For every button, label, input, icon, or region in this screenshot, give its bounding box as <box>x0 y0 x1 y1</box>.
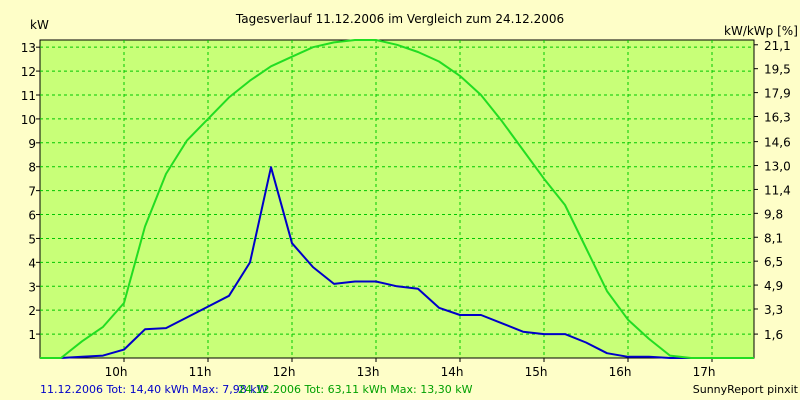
y-tick-label: 10 <box>21 113 36 127</box>
y-right-tick-label: 11,4 <box>764 183 791 197</box>
y-tick-label: 13 <box>21 41 36 55</box>
chart-title: Tagesverlauf 11.12.2006 im Vergleich zum… <box>235 12 564 26</box>
x-tick-label: 17h <box>693 365 716 379</box>
x-tick-label: 12h <box>273 365 296 379</box>
x-tick-label: 11h <box>189 365 212 379</box>
x-tick-label: 15h <box>525 365 548 379</box>
y-right-tick-label: 3,3 <box>764 303 783 317</box>
y-ticks-right: 1,6 3,3 4,9 6,5 8,1 9,8 11,4 13,0 14,6 16,3 17,9 19… <box>754 39 791 342</box>
series-line-2 <box>40 39 754 359</box>
y-axis-label-left: kW <box>30 18 49 32</box>
y-right-tick-label: 19,5 <box>764 63 791 77</box>
y-tick-label: 8 <box>28 161 36 175</box>
y-right-tick-label: 21,1 <box>764 39 791 53</box>
footer-series2-summary: 24.12.2006 Tot: 63,11 kWh Max: 13,30 kW <box>238 383 473 396</box>
y-right-tick-label: 1,6 <box>764 328 783 342</box>
series-lines <box>40 39 754 359</box>
y-tick-label: 4 <box>28 256 36 270</box>
y-tick-label: 12 <box>21 65 36 79</box>
y-right-tick-label: 8,1 <box>764 231 783 245</box>
y-right-tick-label: 9,8 <box>764 207 783 221</box>
x-tick-label: 14h <box>441 365 464 379</box>
footer-series1-summary: 11.12.2006 Tot: 14,40 kWh Max: 7,98 kW <box>40 383 268 396</box>
y-right-tick-label: 16,3 <box>764 111 791 125</box>
grid <box>40 40 754 358</box>
y-right-tick-label: 14,6 <box>764 136 791 150</box>
y-tick-label: 3 <box>28 280 36 294</box>
y-right-tick-label: 13,0 <box>764 160 791 174</box>
footer-credit: SunnyReport pinxit <box>693 383 799 396</box>
x-tick-label: 10h <box>105 365 128 379</box>
y-right-tick-label: 17,9 <box>764 87 791 101</box>
y-tick-label: 11 <box>21 89 36 103</box>
x-ticks: 10h 11h 12h 13h 14h 15h 16h 17h <box>105 358 716 379</box>
y-tick-label: 1 <box>28 328 36 342</box>
y-right-tick-label: 6,5 <box>764 255 783 269</box>
y-right-tick-label: 4,9 <box>764 279 783 293</box>
y-tick-label: 9 <box>28 137 36 151</box>
plot-area <box>39 39 755 359</box>
y-tick-label: 5 <box>28 232 36 246</box>
y-axis-label-right: kW/kWp [%] <box>724 24 798 38</box>
y-tick-label: 2 <box>28 304 36 318</box>
x-tick-label: 16h <box>609 365 632 379</box>
x-tick-label: 13h <box>357 365 380 379</box>
series-line-1 <box>40 166 733 359</box>
y-tick-label: 6 <box>28 209 36 223</box>
y-tick-label: 7 <box>28 185 36 199</box>
